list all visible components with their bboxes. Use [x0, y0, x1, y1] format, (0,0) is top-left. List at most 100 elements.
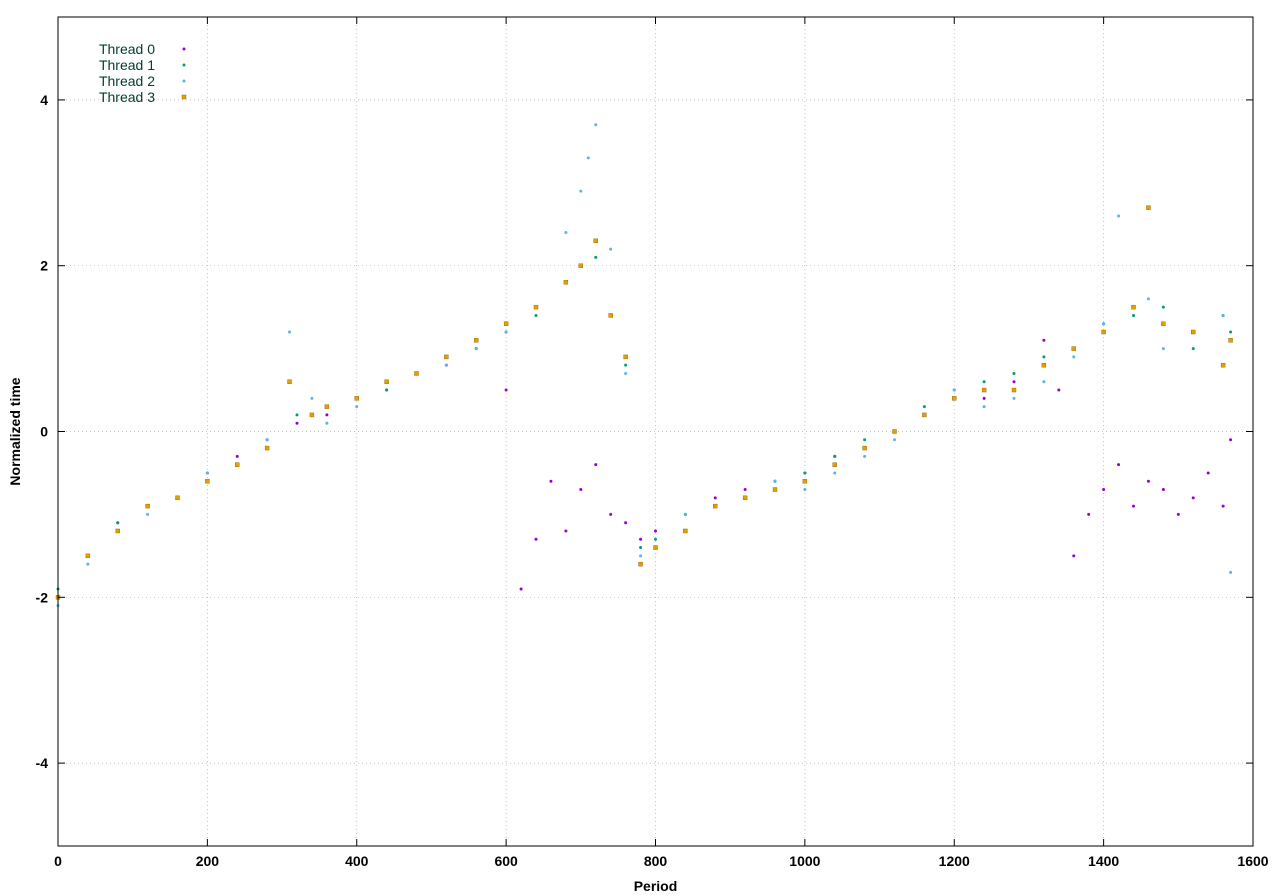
x-tick-label: 1000 [789, 853, 820, 869]
data-point [1220, 362, 1226, 368]
data-point [1101, 329, 1106, 335]
data-point [564, 529, 568, 533]
data-point [295, 421, 299, 425]
legend-label: Thread 1 [99, 57, 155, 73]
data-point [1071, 346, 1076, 351]
y-tick-label: -4 [36, 755, 49, 771]
axis-ticks: 0 200 400 600 800 1000 1200 1400 1600 -4 -2 0 2 4 [36, 17, 1269, 869]
data-point [1229, 570, 1233, 574]
data-point [414, 371, 419, 376]
legend-label: Thread 2 [99, 73, 155, 89]
data-point [833, 454, 837, 458]
data-point [1132, 313, 1135, 317]
data-point [982, 405, 986, 409]
data-point [922, 412, 927, 418]
data-point [1191, 496, 1195, 500]
data-point [444, 363, 448, 367]
x-tick-label: 400 [345, 853, 369, 869]
x-tick-label: 600 [494, 853, 518, 869]
data-point [982, 380, 986, 384]
data-point [1161, 321, 1166, 326]
data-point [295, 413, 299, 417]
data-point [384, 379, 389, 384]
data-point [288, 330, 292, 334]
y-tick-label: 4 [40, 92, 48, 108]
data-point [594, 255, 598, 259]
data-point [742, 495, 748, 501]
data-point [833, 471, 837, 475]
data-point [1161, 305, 1165, 309]
data-point [504, 330, 508, 334]
x-axis-label: Period [634, 878, 678, 894]
data-point [802, 479, 808, 484]
data-point [952, 396, 957, 401]
data-point [325, 413, 329, 417]
data-point [354, 396, 359, 401]
data-points [55, 123, 1233, 608]
data-point [743, 488, 747, 492]
data-point [653, 545, 658, 550]
legend-marker [182, 79, 186, 83]
data-point [982, 396, 986, 400]
x-tick-label: 800 [644, 853, 668, 869]
data-point [1072, 355, 1076, 359]
y-tick-label: 2 [40, 258, 48, 274]
data-point [287, 379, 292, 384]
data-point [1146, 297, 1150, 301]
legend-label: Thread 0 [99, 41, 155, 57]
data-point [1191, 329, 1196, 335]
data-point [1117, 214, 1121, 218]
data-point [504, 388, 508, 392]
data-point [981, 387, 987, 393]
data-point [1176, 512, 1180, 516]
data-point [563, 280, 569, 285]
data-point [1042, 338, 1046, 342]
data-point [1072, 554, 1076, 558]
data-point [1012, 396, 1016, 400]
legend-marker [181, 94, 187, 100]
data-point [609, 247, 613, 251]
data-point [624, 371, 628, 375]
data-point [803, 488, 807, 492]
data-point [324, 404, 330, 409]
data-point [593, 238, 598, 244]
data-point [952, 388, 956, 392]
data-point [594, 123, 598, 127]
data-point [503, 321, 509, 326]
data-point [579, 488, 583, 492]
data-point [1057, 388, 1061, 392]
data-point [654, 537, 657, 541]
data-point [832, 462, 837, 467]
data-point [310, 396, 314, 400]
data-point [444, 354, 449, 360]
data-point [654, 529, 657, 533]
data-point [862, 445, 867, 451]
data-point [1146, 479, 1150, 483]
data-point [713, 496, 717, 500]
x-tick-label: 200 [196, 853, 220, 869]
data-point [1221, 313, 1225, 317]
data-point [1131, 304, 1136, 310]
data-point [594, 463, 598, 467]
data-point [1146, 205, 1151, 210]
data-point [1117, 463, 1121, 467]
data-point [175, 495, 180, 501]
y-tick-label: -2 [36, 589, 49, 605]
data-point [235, 462, 240, 467]
data-point [1042, 355, 1046, 359]
data-point [1229, 438, 1233, 442]
data-point [1042, 380, 1046, 384]
data-point [1011, 387, 1017, 393]
data-point [609, 512, 613, 516]
data-point [608, 313, 613, 318]
data-point [772, 487, 778, 492]
data-point [773, 479, 777, 483]
x-tick-label: 1600 [1237, 853, 1268, 869]
data-point [1161, 488, 1165, 492]
data-point [533, 304, 539, 310]
x-tick-label: 1200 [939, 853, 970, 869]
legend-marker [182, 47, 186, 51]
data-point [578, 263, 584, 268]
